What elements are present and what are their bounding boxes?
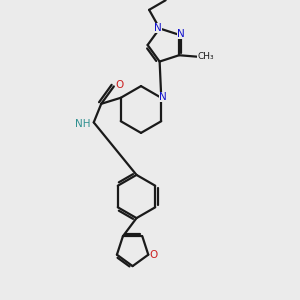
Text: O: O <box>115 80 123 90</box>
Text: N: N <box>177 29 184 39</box>
Text: N: N <box>159 92 166 102</box>
Text: CH₃: CH₃ <box>197 52 214 61</box>
Text: O: O <box>150 250 158 260</box>
Text: NH: NH <box>76 118 91 129</box>
Text: N: N <box>154 23 162 33</box>
